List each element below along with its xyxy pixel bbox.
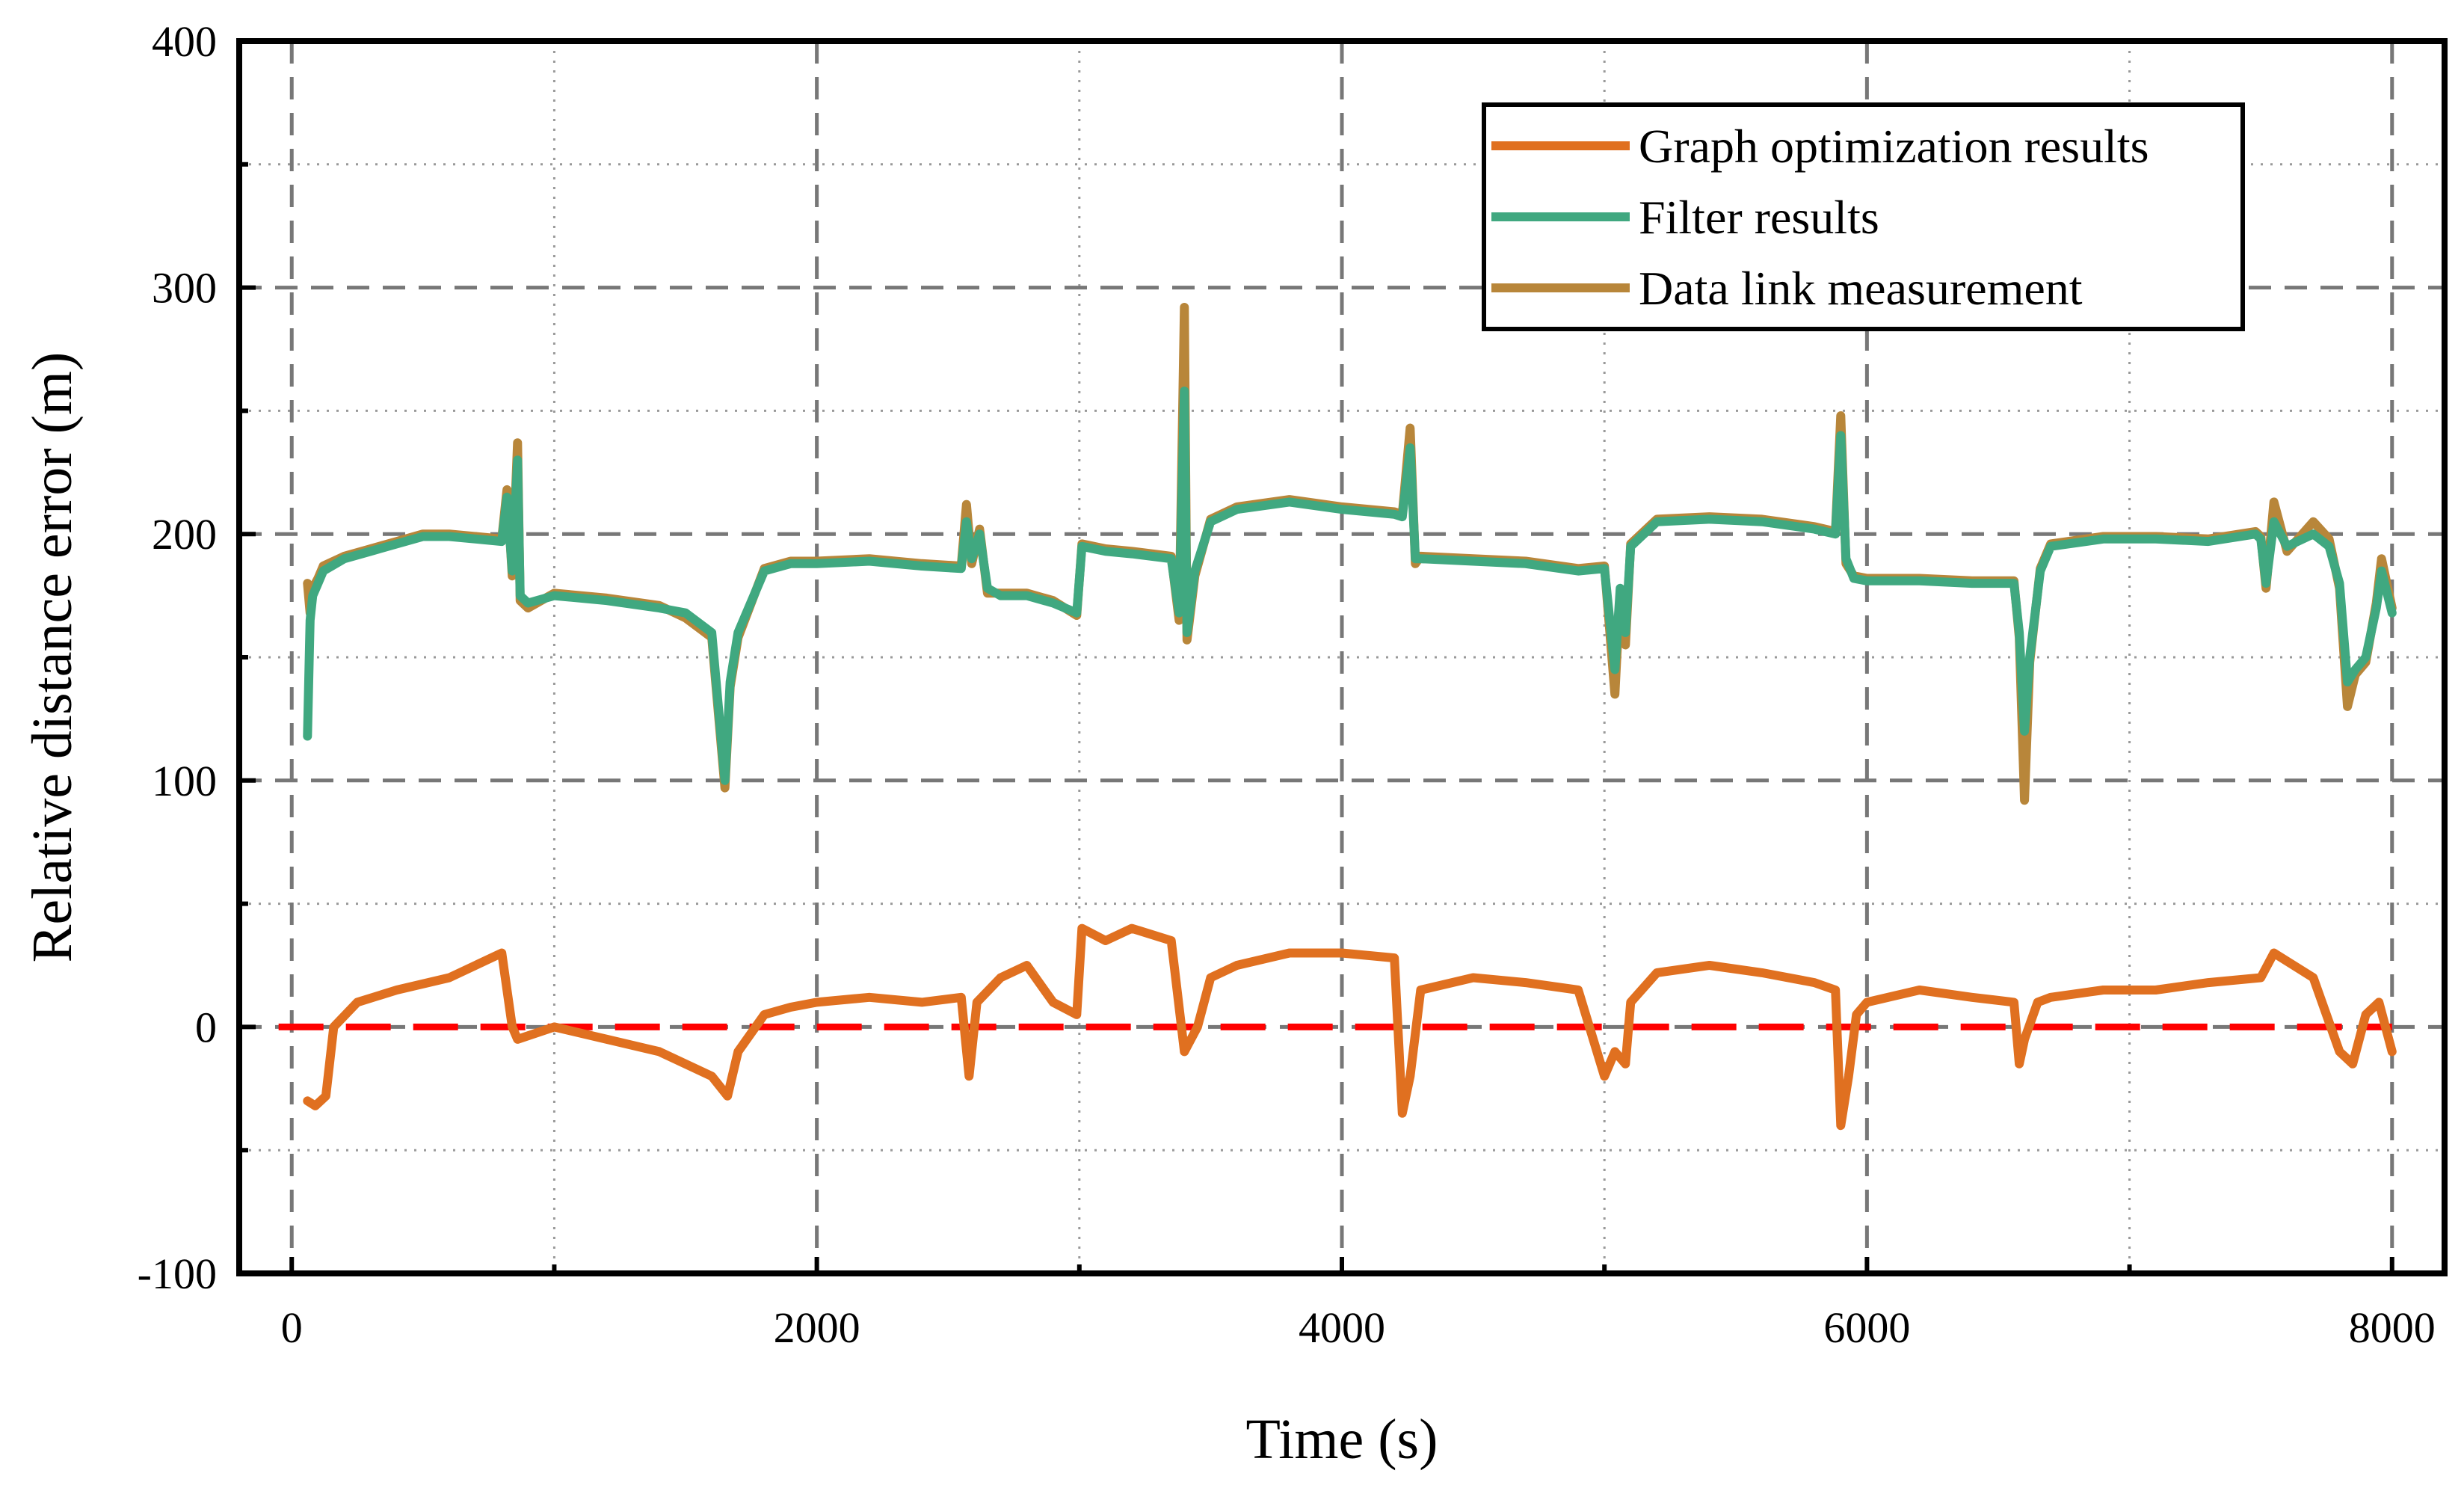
y-tick-label: -100 <box>138 1249 217 1298</box>
series-line-filter-results <box>303 387 2397 785</box>
x-axis-title: Time (s) <box>1246 1408 1438 1471</box>
y-tick-label: 200 <box>152 510 217 559</box>
legend-label-graph-optimization: Graph optimization results <box>1639 120 2149 173</box>
x-tick-label: 6000 <box>1823 1303 1910 1352</box>
y-tick-labels: -100 0 100 200 300 400 <box>138 17 217 1298</box>
y-axis-title: Relative distance error (m) <box>21 352 84 963</box>
y-tick-label: 300 <box>152 264 217 313</box>
plot-frame <box>236 38 2448 1276</box>
series-line-graph-optimization-results <box>303 923 2397 1131</box>
x-tick-labels: 0 2000 4000 6000 8000 <box>281 1303 2436 1352</box>
series-layer <box>303 303 2397 1131</box>
y-tick-label: 400 <box>152 17 217 66</box>
x-tick-label: 2000 <box>774 1303 860 1352</box>
legend-label-filter: Filter results <box>1639 191 1879 244</box>
y-tick-label: 100 <box>152 757 217 805</box>
x-tick-label: 4000 <box>1299 1303 1385 1352</box>
x-tick-label: 0 <box>281 1303 303 1352</box>
x-tick-label: 8000 <box>2349 1303 2436 1352</box>
legend: Graph optimization results Filter result… <box>1482 102 2245 331</box>
y-tick-label: 0 <box>195 1003 217 1051</box>
legend-label-data-link: Data link measurement <box>1639 262 2083 315</box>
